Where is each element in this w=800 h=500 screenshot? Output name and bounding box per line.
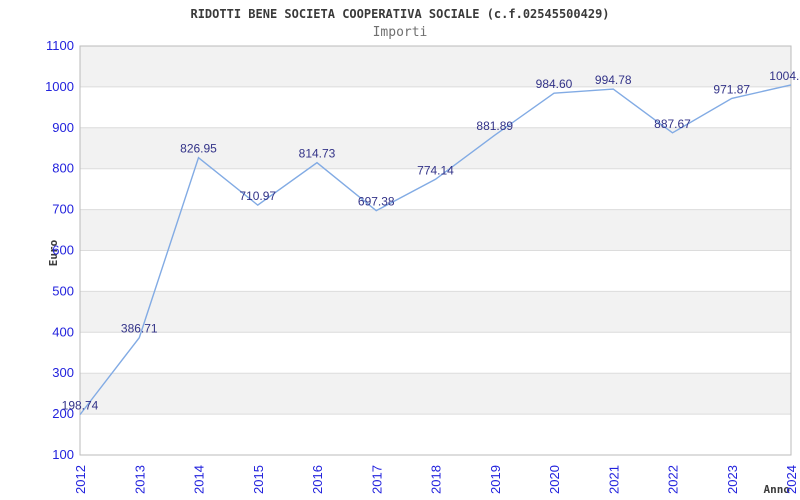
plot-band	[80, 127, 791, 169]
y-tick-label: 400	[52, 324, 74, 339]
chart-subtitle: Importi	[372, 25, 428, 40]
x-tick-label: 2016	[310, 465, 325, 494]
point-label: 814.73	[299, 147, 336, 161]
plot-band	[80, 291, 791, 333]
point-label: 984.60	[536, 77, 573, 91]
chart-title: RIDOTTI BENE SOCIETA COOPERATIVA SOCIALE…	[190, 7, 610, 21]
x-tick-label: 2013	[132, 465, 147, 494]
point-label: 386.71	[121, 322, 158, 336]
point-label: 710.97	[239, 189, 276, 203]
x-tick-label: 2019	[488, 465, 503, 494]
point-label: 971.87	[713, 82, 750, 96]
y-tick-label: 1100	[46, 38, 74, 53]
plot-band	[80, 373, 791, 415]
x-axis-title: Anno	[763, 483, 791, 496]
x-tick-label: 2023	[725, 465, 740, 494]
point-label: 1004.85	[769, 69, 800, 83]
y-tick-label: 300	[52, 365, 74, 380]
point-label: 774.14	[417, 163, 454, 177]
y-tick-label: 100	[52, 447, 74, 462]
point-label: 994.78	[595, 73, 632, 87]
point-label: 881.89	[476, 119, 513, 133]
y-tick-label: 600	[52, 243, 74, 258]
y-tick-label: 700	[52, 202, 74, 217]
y-tick-label: 1000	[45, 79, 74, 94]
y-tick-label: 500	[52, 283, 74, 298]
x-tick-label: 2014	[192, 465, 207, 494]
plot-band	[80, 46, 791, 87]
point-label: 198.74	[62, 399, 99, 413]
x-tick-label: 2017	[369, 465, 384, 494]
plot-band	[80, 209, 791, 251]
point-label: 826.95	[180, 142, 217, 156]
point-label: 887.67	[654, 117, 691, 131]
x-tick-label: 2024	[784, 465, 799, 494]
y-tick-label: 200	[52, 406, 74, 421]
x-tick-label: 2020	[547, 465, 562, 494]
x-tick-label: 2018	[429, 465, 444, 494]
x-tick-label: 2012	[73, 465, 88, 494]
x-tick-label: 2015	[251, 465, 266, 494]
x-tick-label: 2022	[666, 465, 681, 494]
y-tick-label: 900	[52, 120, 74, 135]
point-label: 697.38	[358, 195, 395, 209]
x-tick-label: 2021	[606, 465, 621, 494]
plot-border	[79, 45, 792, 456]
data-line	[79, 84, 792, 416]
y-tick-label: 800	[52, 161, 74, 176]
